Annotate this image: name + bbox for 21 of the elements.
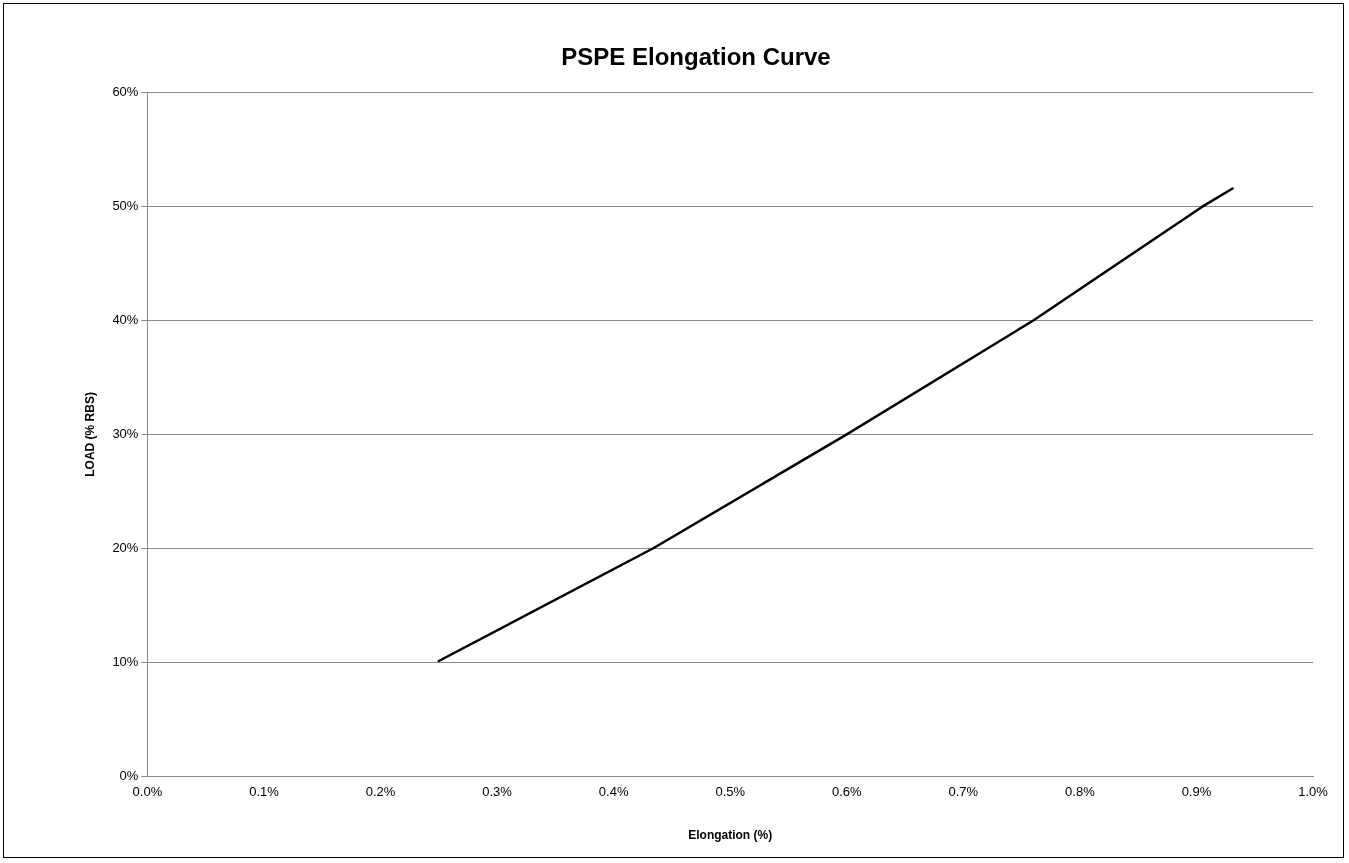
x-axis-title: Elongation (%) <box>688 828 773 843</box>
y-tick-label: 60% <box>112 84 139 100</box>
y-tick-label: 30% <box>112 425 139 441</box>
y-tick-label: 20% <box>112 539 139 555</box>
x-tick-label: 0.7% <box>948 784 979 800</box>
x-tick-label: 0.2% <box>365 784 396 800</box>
y-tick-label: 10% <box>112 653 139 669</box>
y-tick-label: 40% <box>112 312 139 328</box>
y-tick-label: 50% <box>112 198 139 214</box>
x-tick-label: 0.8% <box>1065 784 1096 800</box>
y-tick-label: 0% <box>119 767 139 783</box>
x-tick-label: 0.4% <box>598 784 629 800</box>
y-axis-title: LOAD (% RBS) <box>82 392 97 477</box>
x-tick-label: 0.9% <box>1181 784 1212 800</box>
x-tick-label: 0.1% <box>249 784 280 800</box>
chart-title: PSPE Elongation Curve <box>561 43 831 71</box>
x-tick-label: 1.0% <box>1298 784 1329 800</box>
x-tick-label: 0.5% <box>715 784 746 800</box>
x-tick-label: 0.6% <box>831 784 863 800</box>
x-tick-label: 0.0% <box>132 784 163 800</box>
x-tick-label: 0.3% <box>482 784 513 800</box>
